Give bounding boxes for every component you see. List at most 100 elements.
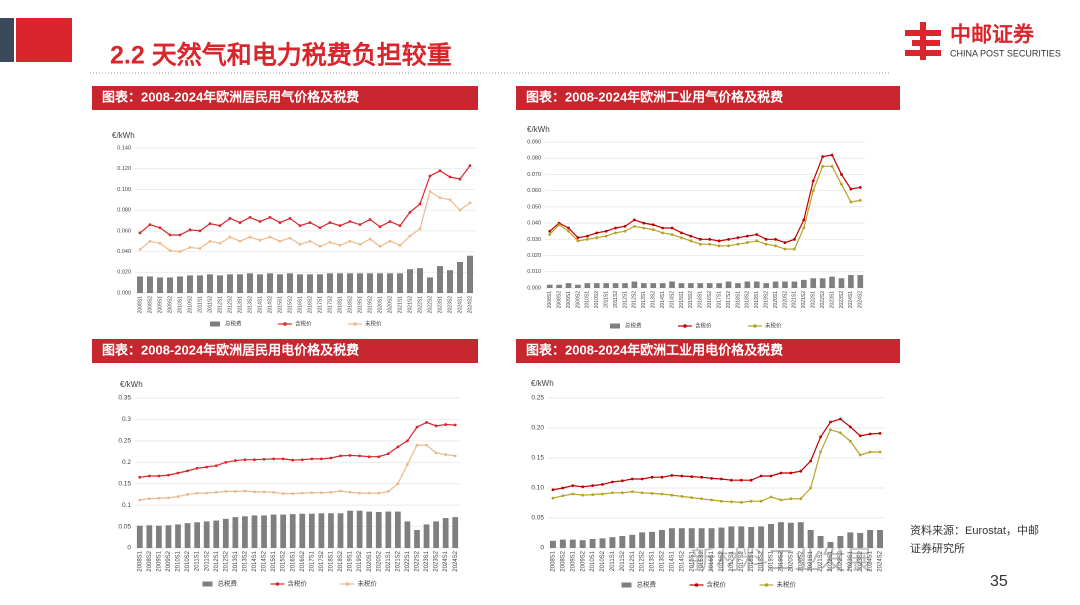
line-marker	[829, 420, 832, 424]
bar	[753, 281, 760, 288]
x-tick-label: 2016S1	[698, 291, 704, 308]
line-marker	[434, 424, 438, 428]
line-marker	[640, 477, 644, 481]
bar	[575, 284, 581, 288]
line-marker	[398, 224, 402, 228]
line-marker	[623, 229, 627, 233]
bar	[397, 273, 403, 293]
x-tick-label: 2015S2	[699, 550, 705, 571]
y-axis-label: €/kWh	[531, 379, 554, 388]
y-tick-label: 0.000	[117, 290, 131, 296]
line-marker	[838, 417, 842, 421]
bar	[347, 273, 353, 293]
x-tick-label: 2017S2	[726, 291, 732, 308]
chart-header	[92, 339, 478, 363]
line-marker	[595, 236, 599, 240]
line-marker	[228, 217, 232, 220]
line-marker	[428, 174, 432, 178]
x-tick-label: 2015S2	[688, 291, 694, 308]
line-marker	[147, 497, 151, 501]
line-marker	[147, 474, 151, 478]
x-tick-label: 2020S2	[387, 296, 393, 313]
line-marker	[288, 236, 292, 240]
line-marker	[268, 215, 272, 219]
line-marker	[720, 477, 723, 481]
bar	[668, 528, 675, 548]
line-marker	[848, 439, 852, 443]
line-marker	[167, 496, 170, 500]
x-tick-label: 2017S1	[309, 550, 315, 571]
line-marker	[138, 475, 142, 479]
line-marker	[680, 236, 683, 240]
x-tick-label: 2019S1	[754, 291, 760, 308]
x-tick-label: 2013S2	[651, 291, 657, 308]
y-tick-label: 0.2	[122, 459, 131, 466]
y-tick-label: 0.090	[527, 139, 541, 145]
line-marker	[650, 492, 654, 495]
chart-header	[516, 339, 900, 363]
line-marker	[253, 458, 256, 462]
line-marker	[377, 455, 381, 459]
x-tick-label: 2013S2	[660, 550, 666, 571]
y-tick-label: 0.15	[118, 480, 131, 487]
x-tick-label: 2014S1	[660, 291, 666, 308]
x-tick-label: 2022S1	[405, 550, 411, 571]
line-marker	[811, 179, 815, 183]
line-marker	[739, 478, 743, 482]
line-marker	[158, 241, 162, 245]
line-marker	[233, 459, 237, 462]
y-tick-label: 0	[540, 545, 544, 552]
bar	[387, 273, 393, 293]
line-marker	[406, 439, 409, 443]
x-tick-label: 2009S1	[157, 296, 163, 313]
bar	[599, 538, 606, 548]
chart-title: 图表：2008-2024年欧洲居民用电价格及税费	[102, 342, 359, 357]
line-marker	[168, 233, 172, 237]
line-marker	[729, 500, 733, 504]
line-marker	[858, 434, 862, 438]
line-marker	[819, 450, 822, 454]
bar	[227, 274, 233, 293]
line-marker	[158, 226, 162, 230]
line-marker	[281, 457, 285, 461]
bar	[457, 261, 463, 293]
line-marker	[310, 491, 314, 495]
bar	[546, 284, 553, 288]
x-tick-label: 2014S2	[262, 550, 268, 571]
bar	[136, 525, 143, 548]
y-tick-label: 0.05	[118, 523, 131, 530]
line-marker	[291, 492, 295, 495]
line-marker	[651, 223, 655, 227]
x-tick-label: 2020S1	[367, 550, 373, 571]
line-marker	[745, 234, 749, 238]
line-marker	[660, 492, 664, 496]
x-tick-label: 2008S2	[560, 550, 566, 571]
line-marker	[576, 239, 580, 243]
bar	[748, 527, 755, 548]
bar	[147, 276, 153, 293]
line-marker	[262, 457, 266, 461]
y-tick-label: 0.000	[527, 285, 541, 291]
line-marker	[368, 218, 372, 221]
y-axis-label: €/kWh	[112, 131, 135, 140]
bar	[287, 273, 293, 293]
line-marker	[642, 221, 646, 225]
line-marker	[186, 493, 189, 496]
line-marker	[238, 239, 242, 243]
x-tick-label: 2023S2	[858, 550, 864, 571]
line-marker	[308, 221, 312, 224]
line-marker	[774, 237, 777, 241]
line-marker	[755, 239, 759, 243]
line-marker	[840, 182, 843, 186]
x-tick-label: 2013S2	[247, 296, 253, 313]
bar	[197, 275, 203, 293]
chart-header	[92, 86, 478, 110]
x-tick-label: 2011S2	[207, 296, 213, 313]
line-marker	[228, 235, 232, 239]
line-marker	[458, 208, 462, 212]
x-tick-label: 2023S2	[839, 291, 845, 308]
bar	[433, 521, 439, 548]
logo-icon	[905, 22, 941, 60]
side-stripe	[0, 18, 14, 62]
